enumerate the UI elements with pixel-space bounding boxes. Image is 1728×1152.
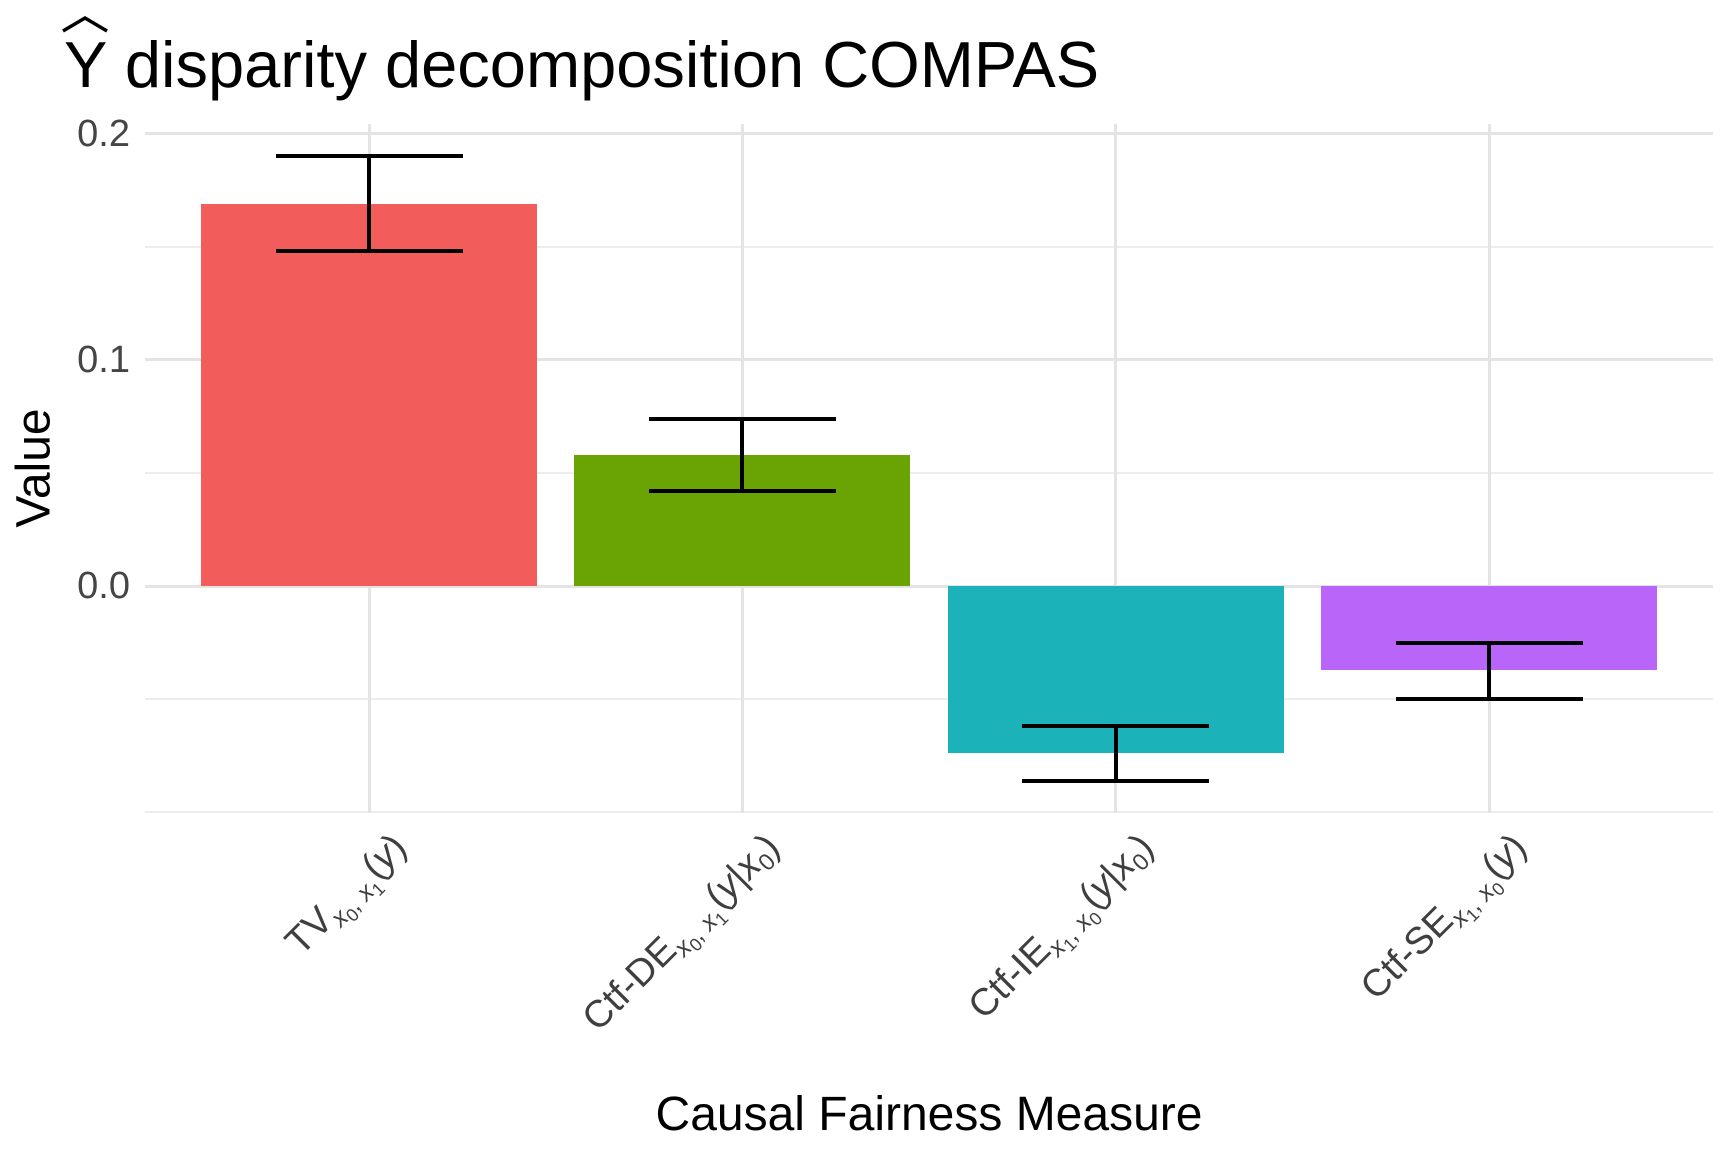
title-text: disparity decomposition COMPAS bbox=[124, 28, 1100, 101]
error-bar-cap-bottom bbox=[275, 249, 463, 254]
error-bar-cap-bottom bbox=[1395, 697, 1583, 702]
x-axis-title: Causal Fairness Measure bbox=[655, 1088, 1203, 1141]
error-bar-cap-top bbox=[648, 416, 836, 421]
bar bbox=[201, 203, 537, 586]
grid-major-x bbox=[1114, 124, 1118, 813]
x-tick-label: Ctf-DEx0, x1(y|x0) bbox=[574, 826, 789, 1040]
grid-minor-y bbox=[145, 471, 1713, 474]
x-tick-label: TVx0, x1(y) bbox=[277, 826, 415, 964]
x-tick-label: Ctf-IEx1, x0(y|x0) bbox=[960, 826, 1162, 1028]
grid-major-y bbox=[145, 132, 1713, 136]
error-bar-cap-top bbox=[1022, 724, 1210, 729]
wide-hat-icon bbox=[62, 15, 108, 33]
y-hat-symbol: Y bbox=[62, 15, 108, 101]
grid-major-x bbox=[1487, 124, 1491, 813]
chart-title: Y disparity decomposition COMPAS bbox=[62, 15, 1100, 101]
y-tick-label: 0.1 bbox=[77, 338, 130, 381]
y-tick-label: 0.0 bbox=[77, 565, 130, 607]
grid-major-y bbox=[145, 358, 1713, 362]
grid-minor-y bbox=[145, 245, 1713, 248]
error-bar-stem bbox=[1487, 642, 1491, 700]
y-tick-label: 0.2 bbox=[77, 112, 130, 155]
x-tick-label: Ctf-SEx1, x0(y) bbox=[1352, 826, 1535, 1008]
error-bar-stem bbox=[740, 418, 745, 491]
grid-major-y bbox=[145, 584, 1713, 588]
error-bar-stem bbox=[1113, 726, 1118, 781]
error-bar-cap-bottom bbox=[648, 488, 836, 493]
error-bar-cap-bottom bbox=[1022, 778, 1210, 783]
error-bar-stem bbox=[367, 156, 371, 252]
grid-minor-y bbox=[145, 811, 1713, 814]
title-symbol: Y bbox=[64, 28, 108, 101]
grid-minor-y bbox=[145, 698, 1713, 701]
error-bar-cap-top bbox=[1395, 640, 1583, 645]
error-bar-cap-top bbox=[275, 154, 463, 159]
